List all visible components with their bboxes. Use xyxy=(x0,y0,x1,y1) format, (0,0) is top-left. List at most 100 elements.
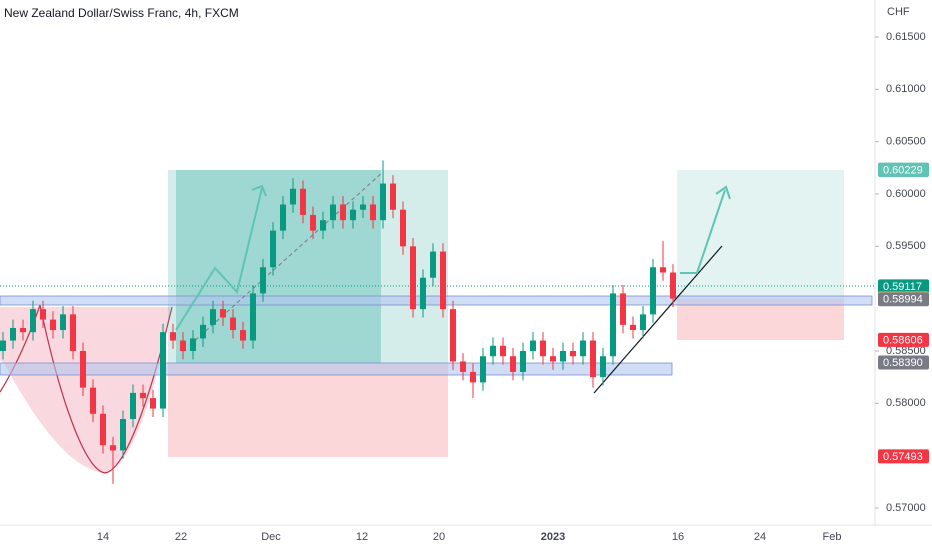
candle-body xyxy=(110,445,116,451)
candle-body xyxy=(550,356,556,362)
candle-body xyxy=(290,188,296,205)
candle-body xyxy=(310,214,316,231)
price-label-box xyxy=(878,449,929,464)
price-label: 0.60229 xyxy=(883,164,923,176)
x-tick-label: Dec xyxy=(261,531,281,543)
price-label: 0.58390 xyxy=(883,357,923,369)
x-tick-label: 20 xyxy=(433,531,445,543)
candle-body xyxy=(140,392,146,399)
y-tick-label: 0.60500 xyxy=(886,136,926,148)
candle-body xyxy=(160,332,166,409)
profit-zone-active xyxy=(176,170,381,363)
candle-body xyxy=(330,204,336,221)
chart-title: New Zealand Dollar/Swiss Franc, 4h, FXCM xyxy=(4,6,239,20)
pattern-zone xyxy=(0,307,170,473)
profit-zone xyxy=(168,170,448,363)
y-tick-label: 0.59500 xyxy=(886,240,926,252)
candle-body xyxy=(0,340,6,351)
price-label-box xyxy=(878,355,929,370)
candle-body xyxy=(470,371,476,383)
candle-body xyxy=(120,419,126,451)
candle-body xyxy=(390,183,396,210)
candle-body xyxy=(570,351,576,357)
candle-body xyxy=(10,327,16,341)
candle-body xyxy=(560,351,566,362)
candle-body xyxy=(200,324,206,339)
projection-arrow xyxy=(680,189,726,274)
price-label: 0.59117 xyxy=(883,281,922,293)
candle-body xyxy=(400,209,406,247)
candle-body xyxy=(600,356,606,378)
candle-body xyxy=(50,319,56,331)
candle-body xyxy=(610,293,616,357)
y-tick-label: 0.60000 xyxy=(886,188,926,200)
y-tick-label: 0.57000 xyxy=(886,502,926,514)
price-label: 0.58606 xyxy=(883,334,923,346)
candle-body xyxy=(430,251,436,278)
price-label-box xyxy=(878,332,929,347)
price-label-box xyxy=(878,292,929,307)
candle-body xyxy=(270,230,276,268)
support-zone xyxy=(0,362,673,376)
cup-curve xyxy=(0,304,173,474)
candle-body xyxy=(580,340,586,357)
price-label-box xyxy=(878,279,929,294)
currency-label: CHF xyxy=(887,6,910,18)
candle-body xyxy=(340,204,346,221)
x-tick-label: Feb xyxy=(823,531,842,543)
candle-body xyxy=(20,327,26,333)
arrowhead xyxy=(251,184,267,197)
candle-body xyxy=(280,204,286,231)
candle-body xyxy=(130,392,136,420)
candle-body xyxy=(170,332,176,341)
loss-zone xyxy=(168,363,448,457)
candle-body xyxy=(620,293,626,325)
candle-body xyxy=(500,345,506,357)
candle-body xyxy=(260,267,266,294)
candle-body xyxy=(380,183,386,221)
candle-body xyxy=(540,340,546,357)
candle-body xyxy=(520,351,526,372)
candle-body xyxy=(370,204,376,221)
price-label: 0.57493 xyxy=(883,451,923,463)
candle-body xyxy=(490,345,496,357)
candle-body xyxy=(480,356,486,383)
candle-body xyxy=(590,340,596,378)
candle-body xyxy=(100,413,106,446)
candle-body xyxy=(440,251,446,310)
candle-body xyxy=(650,267,656,315)
x-tick-label: 12 xyxy=(356,531,368,543)
trend-line xyxy=(593,245,723,394)
loss-zone xyxy=(677,299,844,340)
candle-body xyxy=(460,361,466,372)
price-label-box xyxy=(878,163,929,178)
arrowhead xyxy=(715,185,731,200)
price-label: 0.58994 xyxy=(883,294,923,306)
candle-body xyxy=(450,309,456,362)
candle-body xyxy=(230,317,236,331)
candle-body xyxy=(640,314,646,331)
candle-body xyxy=(510,356,516,372)
candle-body xyxy=(220,309,226,318)
y-tick-label: 0.61000 xyxy=(886,83,926,95)
candle-body xyxy=(150,398,156,409)
candle-body xyxy=(320,220,326,231)
candle-body xyxy=(300,188,306,215)
x-tick-label: 2023 xyxy=(541,531,565,543)
projection-arrow xyxy=(175,187,263,331)
candle-body xyxy=(40,309,46,320)
candle-body xyxy=(350,209,356,221)
x-tick-label: 14 xyxy=(97,531,109,543)
candle-body xyxy=(80,351,86,388)
candle-body xyxy=(180,340,186,351)
candle-body xyxy=(30,309,36,333)
support-zone xyxy=(0,295,873,306)
candle-body xyxy=(360,204,366,210)
candle-body xyxy=(90,387,96,414)
candle-body xyxy=(660,267,666,273)
candle-body xyxy=(420,277,426,310)
candle-body xyxy=(410,246,416,310)
y-tick-label: 0.58000 xyxy=(886,397,926,409)
candle-body xyxy=(70,314,76,351)
x-tick-label: 16 xyxy=(672,531,684,543)
